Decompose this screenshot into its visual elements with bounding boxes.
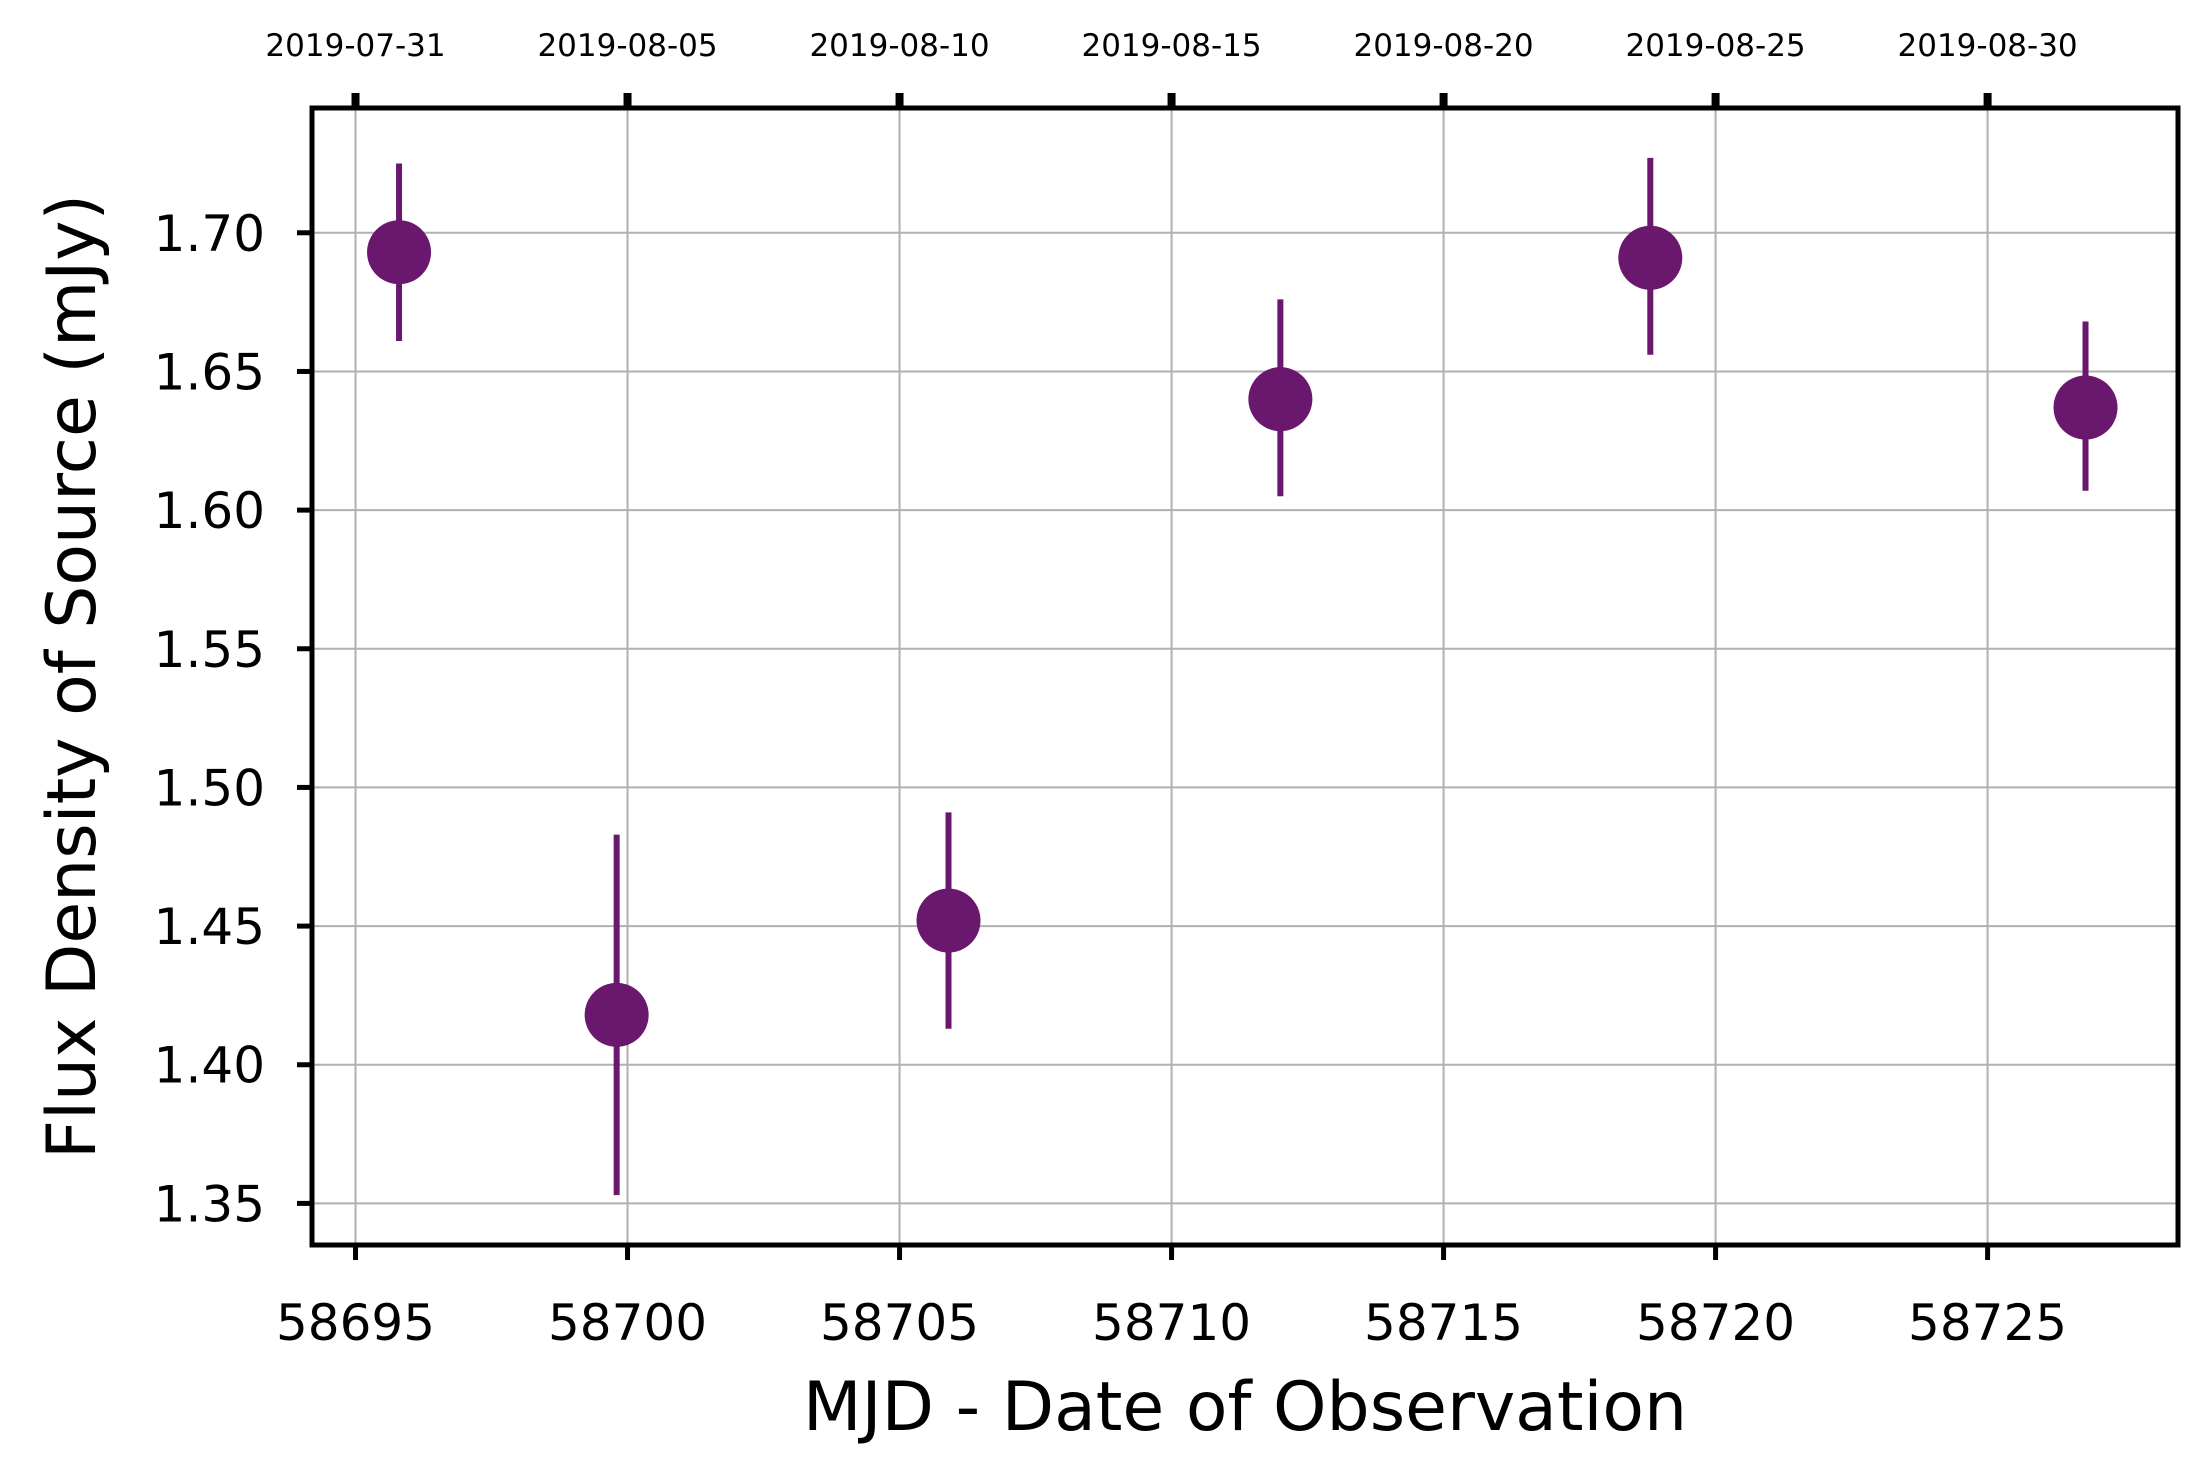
y-axis-title: Flux Density of Source (mJy)	[33, 194, 112, 1159]
data-point	[916, 888, 981, 953]
grid	[312, 108, 2178, 1245]
ticks	[297, 93, 1992, 1260]
y-tick-label: 1.70	[154, 205, 265, 263]
data-point	[584, 982, 649, 1047]
x-tick-label: 58695	[276, 1294, 435, 1352]
plot-frame	[309, 105, 2181, 1248]
data-point	[1248, 367, 1313, 432]
top-x-tick-label: 2019-08-25	[1625, 28, 1805, 64]
data-point	[367, 220, 432, 285]
y-tick-label: 1.50	[154, 759, 265, 817]
x-tick-label: 58700	[548, 1294, 707, 1352]
top-x-tick-label: 2019-08-30	[1898, 28, 2078, 64]
data-point	[2053, 375, 2118, 440]
data-points	[367, 220, 2118, 1047]
x-tick-label: 58725	[1908, 1294, 2067, 1352]
x-tick-label: 58715	[1364, 1294, 1523, 1352]
error-bars	[396, 157, 2089, 1196]
top-x-tick-label: 2019-08-20	[1353, 28, 1533, 64]
x-tick-label: 58720	[1636, 1294, 1795, 1352]
x-axis-title: MJD - Date of Observation	[803, 1368, 1687, 1447]
y-tick-label: 1.45	[154, 898, 265, 956]
x-tick-label: 58705	[820, 1294, 979, 1352]
data-point	[1618, 225, 1683, 290]
y-tick-label: 1.40	[154, 1037, 265, 1095]
top-x-tick-label: 2019-08-15	[1081, 28, 1261, 64]
top-x-tick-label: 2019-07-31	[265, 28, 445, 64]
x-tick-label: 58710	[1092, 1294, 1251, 1352]
y-tick-label: 1.35	[154, 1175, 265, 1233]
top-x-tick-label: 2019-08-10	[809, 28, 989, 64]
y-tick-label: 1.55	[154, 621, 265, 679]
top-x-tick-label: 2019-08-05	[537, 28, 717, 64]
tick-labels: 58695 58700 58705 58710 58715 58720 58725 2019-…	[154, 28, 2078, 1352]
y-tick-label: 1.60	[154, 482, 265, 540]
y-tick-label: 1.65	[154, 343, 265, 401]
